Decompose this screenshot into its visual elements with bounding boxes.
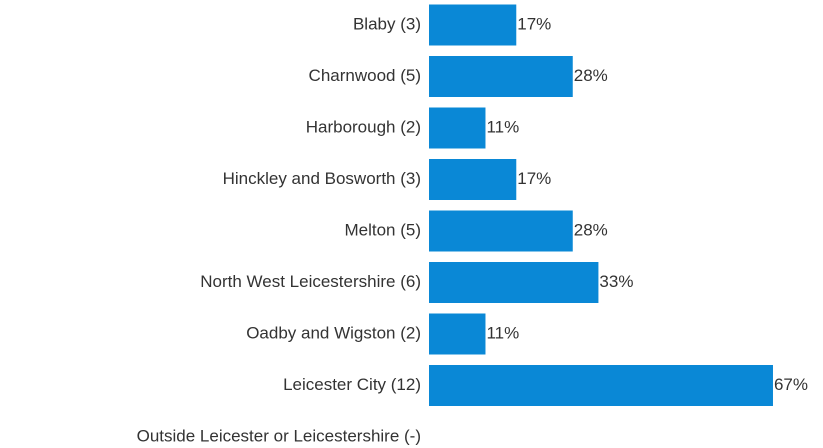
category-label: Hinckley and Bosworth (3) xyxy=(223,169,421,188)
bar xyxy=(429,107,486,149)
category-label: North West Leicestershire (6) xyxy=(200,272,421,291)
bar xyxy=(429,56,573,97)
value-label: 17% xyxy=(517,14,551,33)
value-label: 67% xyxy=(774,375,808,394)
category-label: Melton (5) xyxy=(344,220,421,239)
category-label: Outside Leicester or Leicestershire (-) xyxy=(137,426,421,445)
bar xyxy=(429,159,517,200)
bar xyxy=(429,210,573,252)
bar xyxy=(429,313,486,355)
value-label: 28% xyxy=(574,66,608,85)
value-label: 28% xyxy=(574,220,608,239)
bar xyxy=(429,4,517,46)
category-label: Charnwood (5) xyxy=(309,66,421,85)
bar xyxy=(429,365,773,406)
value-label: 17% xyxy=(517,169,551,188)
category-label: Blaby (3) xyxy=(353,14,421,33)
category-label: Leicester City (12) xyxy=(283,375,421,394)
category-label: Harborough (2) xyxy=(306,117,421,136)
value-label: 11% xyxy=(486,323,519,342)
category-label: Oadby and Wigston (2) xyxy=(246,323,421,342)
value-label: 33% xyxy=(599,272,633,291)
value-label: 11% xyxy=(486,117,519,136)
bar xyxy=(429,262,599,303)
